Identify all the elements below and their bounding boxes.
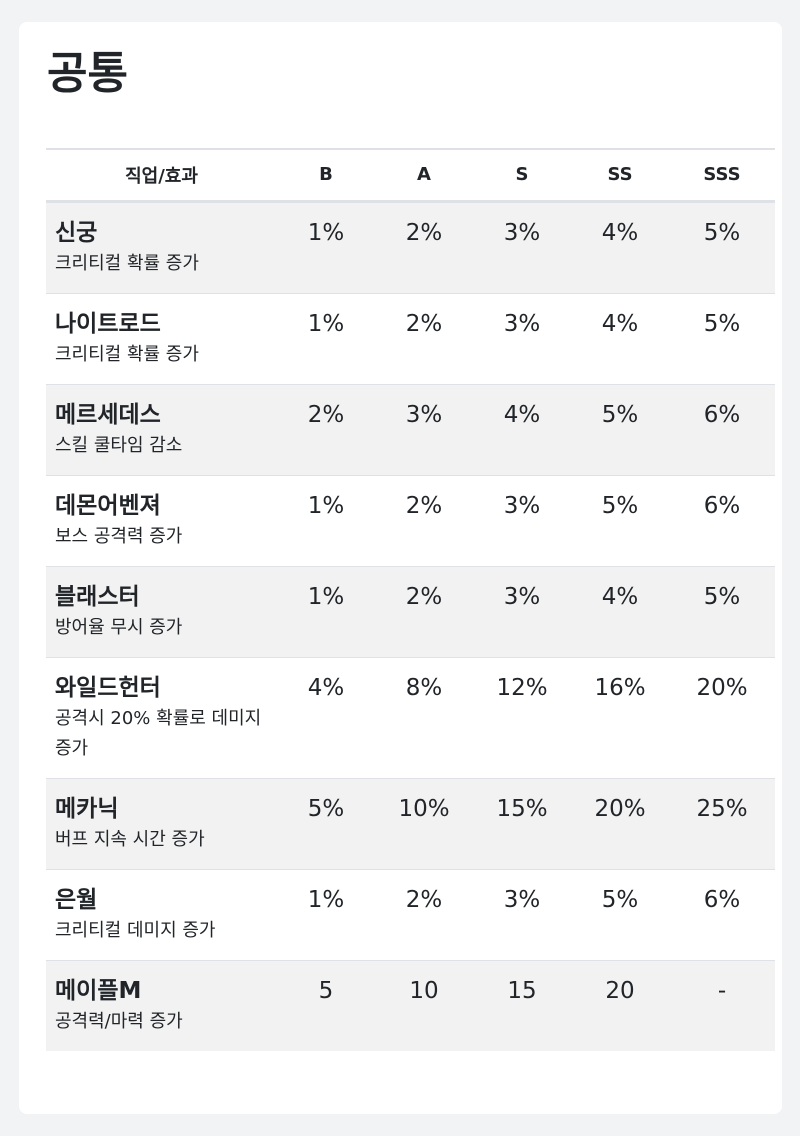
header-grade-ss: SS <box>607 164 633 186</box>
job-effect: 스킬 쿨타임 감소 <box>55 434 183 456</box>
job-effect: 크리티컬 확률 증가 <box>55 343 199 365</box>
grade-sss-value: 25% <box>696 795 748 822</box>
grade-ss-value: 20% <box>594 795 646 822</box>
grade-a-value: 3% <box>405 401 443 428</box>
grade-sss-value: 5% <box>703 583 741 610</box>
grade-s-value: 3% <box>503 219 541 246</box>
grade-sss-value: - <box>717 977 727 1004</box>
grade-ss-value: 4% <box>601 219 639 246</box>
grade-b-value: 1% <box>307 886 345 913</box>
grade-a-value: 10 <box>409 977 439 1004</box>
grade-sss-value: 6% <box>703 886 741 913</box>
grade-ss-value: 5% <box>601 886 639 913</box>
header-grade-s: S <box>515 164 529 186</box>
grade-b-value: 5 <box>318 977 334 1004</box>
grade-ss-value: 4% <box>601 310 639 337</box>
job-name: 신궁 <box>55 219 98 246</box>
job-name: 메이플M <box>55 977 142 1004</box>
job-effect: 버프 지속 시간 증가 <box>55 828 205 850</box>
grade-b-value: 1% <box>307 219 345 246</box>
grade-b-value: 1% <box>307 492 345 519</box>
job-effect: 공격력/마력 증가 <box>55 1010 183 1032</box>
grade-s-value: 3% <box>503 310 541 337</box>
grade-a-value: 2% <box>405 219 443 246</box>
grade-b-value: 5% <box>307 795 345 822</box>
grade-a-value: 2% <box>405 583 443 610</box>
grade-b-value: 2% <box>307 401 345 428</box>
grade-s-value: 15% <box>496 795 548 822</box>
job-effect: 크리티컬 데미지 증가 <box>55 919 216 941</box>
header-job-effect: 직업/효과 <box>125 165 198 187</box>
page-title: 공통 <box>47 48 128 99</box>
grade-s-value: 12% <box>496 674 548 701</box>
job-effect: 방어율 무시 증가 <box>55 616 183 638</box>
grade-ss-value: 20 <box>605 977 635 1004</box>
grade-b-value: 1% <box>307 310 345 337</box>
grade-b-value: 4% <box>307 674 345 701</box>
table-body: 신궁 크리티컬 확률 증가 1% 2% 3% 4% 5% 나이트로드 크리티컬 확률 증가 1% 2… <box>46 201 775 1051</box>
grade-a-value: 8% <box>405 674 443 701</box>
grade-ss-value: 4% <box>601 583 639 610</box>
job-cell: 메이플M 공격력/마력 증가 <box>46 960 277 1051</box>
table-row: 메이플M 공격력/마력 증가 5 10 15 20 - <box>46 960 775 1051</box>
header-grade-sss: SSS <box>703 164 741 186</box>
grade-a-value: 2% <box>405 310 443 337</box>
grade-s-value: 3% <box>503 583 541 610</box>
grade-a-value: 2% <box>405 492 443 519</box>
grade-a-value: 10% <box>398 795 450 822</box>
grade-sss-value: 6% <box>703 492 741 519</box>
grade-ss-value: 5% <box>601 401 639 428</box>
job-name: 메카닉 <box>55 795 119 822</box>
job-effect: 보스 공격력 증가 <box>55 525 183 547</box>
job-effect: 크리티컬 확률 증가 <box>55 252 199 274</box>
grade-s-value: 4% <box>503 401 541 428</box>
grade-s-value: 3% <box>503 492 541 519</box>
job-name: 와일드헌터 <box>55 674 161 701</box>
job-name: 은월 <box>55 886 98 913</box>
header-grade-a: A <box>417 164 431 186</box>
grade-s-value: 3% <box>503 886 541 913</box>
job-name: 나이트로드 <box>55 310 161 337</box>
job-name: 블래스터 <box>55 583 140 610</box>
grade-ss-value: 5% <box>601 492 639 519</box>
job-effect: 공격시 20% 확률로 데미지 증가 <box>55 707 262 759</box>
grade-sss-value: 5% <box>703 310 741 337</box>
header-grade-b: B <box>319 164 333 186</box>
job-name: 메르세데스 <box>55 401 161 428</box>
grade-sss-value: 6% <box>703 401 741 428</box>
grade-b-value: 1% <box>307 583 345 610</box>
grade-s-value: 15 <box>507 977 537 1004</box>
grade-sss-value: 20% <box>696 674 748 701</box>
grade-sss-value: 5% <box>703 219 741 246</box>
grade-ss-value: 16% <box>594 674 646 701</box>
table-header-row: 직업/효과 B A S SS SSS <box>46 149 775 201</box>
grade-a-value: 2% <box>405 886 443 913</box>
job-name: 데몬어벤져 <box>55 492 161 519</box>
